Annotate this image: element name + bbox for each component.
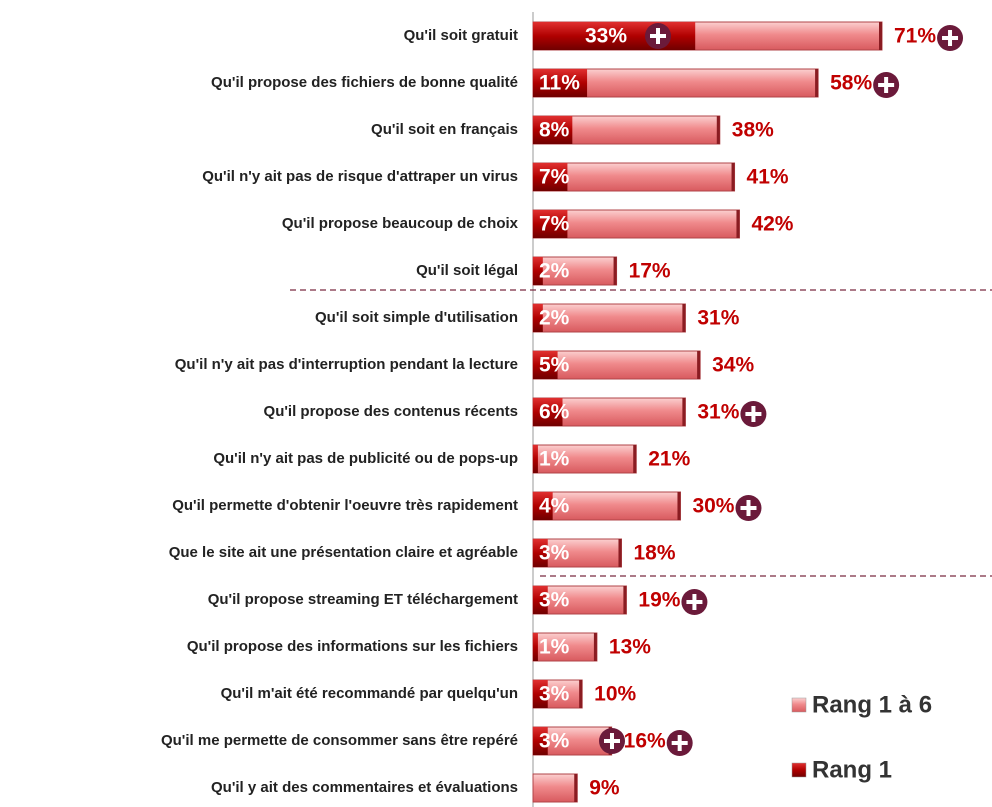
bar-edge xyxy=(815,69,819,97)
value-label: 7% xyxy=(539,166,570,189)
value-label: 33% xyxy=(585,25,627,48)
bar-edge xyxy=(879,22,882,50)
value-label: 18% xyxy=(633,542,675,565)
value-label: 3% xyxy=(539,589,570,612)
category-label: Qu'il propose des fichiers de bonne qual… xyxy=(211,74,518,91)
value-label: 10% xyxy=(594,683,636,706)
value-label: 2% xyxy=(539,307,570,330)
value-label: 58% xyxy=(830,72,872,95)
bar xyxy=(533,586,548,614)
bar xyxy=(533,304,543,332)
plus-icon xyxy=(610,733,614,749)
category-label: Qu'il soit légal xyxy=(416,262,518,279)
value-label: 3% xyxy=(539,683,570,706)
value-label: 2% xyxy=(539,260,570,283)
value-label: 31% xyxy=(697,401,739,424)
category-label: Qu'il n'y ait pas de risque d'attraper u… xyxy=(202,168,518,185)
bar xyxy=(533,351,558,379)
bar xyxy=(533,539,548,567)
bar xyxy=(532,585,627,615)
value-label: 31% xyxy=(697,307,739,330)
value-label: 42% xyxy=(751,213,793,236)
category-label: Qu'il propose beaucoup de choix xyxy=(282,215,519,232)
value-label: 19% xyxy=(638,589,680,612)
bar xyxy=(533,727,548,755)
bar xyxy=(533,210,568,238)
bar xyxy=(532,773,578,803)
category-label: Qu'il soit gratuit xyxy=(404,27,518,44)
bar xyxy=(533,116,573,144)
category-label: Qu'il propose des informations sur les f… xyxy=(187,638,518,655)
category-label: Qu'il n'y ait pas d'interruption pendant… xyxy=(175,356,518,373)
bar xyxy=(533,445,538,473)
value-label: 41% xyxy=(747,166,789,189)
bar xyxy=(533,69,588,97)
value-label: 3% xyxy=(539,730,570,753)
bar-edge xyxy=(736,210,740,238)
bar-edge xyxy=(593,633,597,661)
legend-label: Rang 1 à 6 xyxy=(812,691,932,718)
legend-swatch xyxy=(791,697,807,713)
value-label: 30% xyxy=(692,495,734,518)
category-label: Qu'il soit en français xyxy=(371,121,518,138)
category-label: Qu'il y ait des commentaires et évaluati… xyxy=(211,779,518,796)
bar-edge xyxy=(613,257,617,285)
value-label: 34% xyxy=(712,354,754,377)
bar-edge xyxy=(731,163,735,191)
value-label: 6% xyxy=(539,401,570,424)
plus-icon xyxy=(746,500,751,516)
bar xyxy=(533,257,543,285)
value-label: 16% xyxy=(624,730,666,753)
value-label: 9% xyxy=(589,777,620,800)
plus-icon xyxy=(692,594,697,610)
category-label: Qu'il m'ait été recommandé par quelqu'un xyxy=(221,685,518,702)
value-label: 5% xyxy=(539,354,570,377)
category-label: Qu'il propose streaming ET téléchargemen… xyxy=(208,591,518,608)
value-label: 1% xyxy=(539,636,570,659)
bar xyxy=(532,303,686,333)
value-label: 3% xyxy=(539,542,570,565)
bar-edge xyxy=(716,116,720,144)
value-label: 71% xyxy=(894,25,936,48)
plus-icon xyxy=(656,28,660,44)
value-label: 7% xyxy=(539,213,570,236)
value-label: 11% xyxy=(539,72,580,95)
bar-edge xyxy=(682,304,686,332)
value-label: 8% xyxy=(539,119,570,142)
bar xyxy=(533,633,538,661)
bar-edge xyxy=(579,680,583,708)
category-label: Qu'il propose des contenus récents xyxy=(264,403,518,420)
value-label: 13% xyxy=(609,636,651,659)
value-label: 4% xyxy=(539,495,570,518)
category-label: Que le site ait une présentation claire … xyxy=(169,544,518,561)
bar-edge xyxy=(574,774,578,802)
plus-icon xyxy=(948,30,953,46)
bar-edge xyxy=(618,539,622,567)
bar-edge xyxy=(623,586,627,614)
plus-icon xyxy=(677,735,682,751)
bar xyxy=(533,492,553,520)
bar-edge xyxy=(677,492,681,520)
plus-icon xyxy=(751,406,756,422)
bar-edge xyxy=(633,445,637,473)
category-label: Qu'il soit simple d'utilisation xyxy=(315,309,518,326)
value-label: 1% xyxy=(539,448,570,471)
bar xyxy=(533,163,568,191)
bar xyxy=(533,680,548,708)
legend-label: Rang 1 xyxy=(812,756,892,783)
bar xyxy=(532,491,681,521)
value-label: 21% xyxy=(648,448,690,471)
category-label: Qu'il permette d'obtenir l'oeuvre très r… xyxy=(172,497,518,514)
bar-edge xyxy=(697,351,701,379)
value-label: 38% xyxy=(732,119,774,142)
plus-icon xyxy=(884,77,889,93)
legend-swatch xyxy=(791,762,807,778)
category-label: Qu'il n'y ait pas de publicité ou de pop… xyxy=(213,450,518,467)
bar xyxy=(533,398,563,426)
category-label: Qu'il me permette de consommer sans être… xyxy=(161,732,518,749)
bar-edge xyxy=(682,398,686,426)
bar xyxy=(532,256,618,286)
value-label: 17% xyxy=(629,260,671,283)
